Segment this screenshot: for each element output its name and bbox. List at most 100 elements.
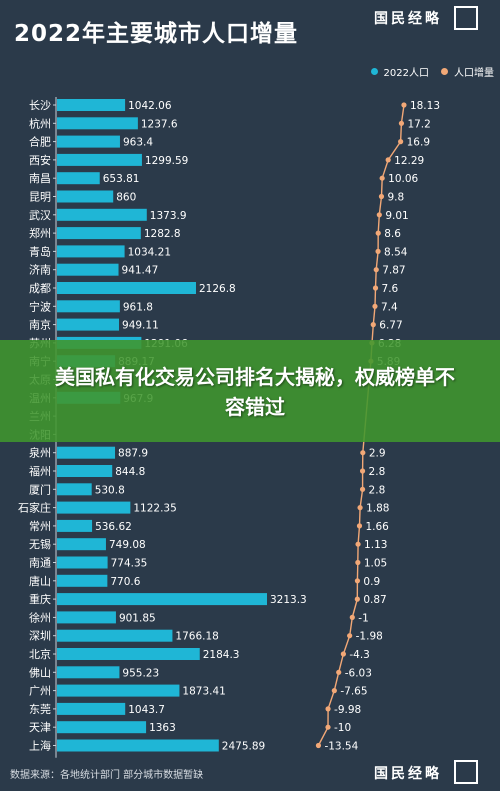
bar-value-label: 653.81 <box>103 173 140 185</box>
bar-value-label: 749.08 <box>109 539 146 551</box>
bar <box>57 245 125 258</box>
bar <box>57 501 131 514</box>
bar-value-label: 955.23 <box>122 667 159 679</box>
increment-value-label: -6.03 <box>345 667 372 679</box>
increment-value-label: 10.06 <box>388 173 418 185</box>
bar <box>57 574 108 587</box>
promo-banner[interactable] <box>0 340 500 442</box>
increment-point <box>372 303 378 309</box>
increment-value-label: 1.66 <box>365 521 389 533</box>
y-tick-label: 长沙 <box>29 99 51 112</box>
bar-value-label: 1237.6 <box>141 118 178 130</box>
increment-value-label: -1 <box>358 612 368 624</box>
bar <box>57 318 120 331</box>
increment-value-label: 1.13 <box>364 539 387 551</box>
increment-value-label: 1.05 <box>364 558 387 570</box>
increment-point <box>359 486 366 492</box>
chart-title: 2022年主要城市人口增量 <box>14 21 299 47</box>
increment-value-label: -10 <box>334 722 351 734</box>
increment-value-label: 2.9 <box>369 448 386 460</box>
increment-point <box>401 102 407 108</box>
bar <box>57 282 196 294</box>
bar <box>57 648 200 660</box>
bar <box>57 538 106 551</box>
increment-value-label: 17.2 <box>407 118 430 130</box>
y-tick-label: 西安 <box>29 153 51 167</box>
bar-value-label: 536.62 <box>95 521 132 533</box>
bar <box>57 702 126 715</box>
y-tick-label: 武汉 <box>29 209 51 222</box>
bar-value-label: 901.85 <box>119 612 156 624</box>
increment-point <box>356 523 363 529</box>
increment-value-label: 7.87 <box>382 265 405 277</box>
bar-value-label: 1766.18 <box>175 631 218 643</box>
increment-point <box>357 505 363 511</box>
increment-value-label: 12.29 <box>394 155 424 167</box>
y-tick-label: 郑州 <box>29 226 51 240</box>
bar-value-label: 1122.35 <box>133 503 176 515</box>
y-tick-label: 南京 <box>29 318 51 332</box>
bar <box>57 465 113 477</box>
increment-point <box>375 248 381 254</box>
increment-point <box>355 541 361 547</box>
y-tick-label: 宁波 <box>29 299 51 313</box>
y-tick-label: 福州 <box>29 464 51 478</box>
data-source: 数据来源：各地统计部门 部分城市数据暂缺 <box>10 770 204 781</box>
brand-logo-bottom: 国民经略 <box>374 766 442 782</box>
bar <box>57 153 142 166</box>
increment-point <box>398 120 405 126</box>
bar-value-label: 887.9 <box>118 448 148 460</box>
bar-value-label: 2475.89 <box>222 741 265 753</box>
increment-point <box>360 450 366 456</box>
bar-value-label: 860 <box>116 192 136 204</box>
y-tick-label: 佛山 <box>29 666 51 679</box>
increment-point <box>354 596 360 602</box>
y-tick-label: 常州 <box>29 520 51 533</box>
increment-value-label: -4.3 <box>349 649 370 661</box>
bar <box>57 172 100 185</box>
legend-bar-label: 2022人口 <box>383 68 429 79</box>
increment-point <box>373 267 379 273</box>
y-tick-label: 重庆 <box>29 592 51 606</box>
bar-value-label: 1042.06 <box>128 100 172 112</box>
bar <box>57 721 147 734</box>
y-tick-label: 成都 <box>29 282 51 295</box>
increment-value-label: 16.9 <box>407 137 430 149</box>
increment-value-label: 8.6 <box>384 228 401 240</box>
increment-point <box>359 468 366 474</box>
y-tick-label: 东莞 <box>29 703 51 716</box>
increment-point <box>372 285 379 291</box>
bar-value-label: 2184.3 <box>203 649 240 661</box>
increment-point <box>325 724 331 730</box>
increment-point <box>325 706 331 712</box>
bar-value-label: 770.6 <box>110 576 140 588</box>
bar-value-label: 2126.8 <box>199 283 236 295</box>
bar-value-label: 1363 <box>149 722 176 734</box>
bar-value-label: 1373.9 <box>150 210 187 222</box>
brand-seal-top-icon <box>454 6 478 30</box>
bar-value-label: 844.8 <box>115 466 145 478</box>
promo-banner-text[interactable]: 美国私有化交易公司排名大揭秘，权威榜单不容错过 <box>55 365 455 419</box>
bar-value-label: 941.47 <box>122 265 159 277</box>
increment-point <box>375 230 381 236</box>
bar <box>57 300 120 313</box>
increment-value-label: 2.8 <box>369 484 386 496</box>
increment-value-label: 18.13 <box>410 100 440 112</box>
y-tick-label: 杭州 <box>29 116 51 130</box>
bar <box>57 208 147 221</box>
increment-point <box>376 212 382 218</box>
bar <box>57 135 120 148</box>
y-tick-label: 无锡 <box>29 537 51 551</box>
y-tick-label: 南昌 <box>29 172 51 185</box>
y-tick-label: 北京 <box>29 647 51 661</box>
bar-value-label: 1299.59 <box>145 155 188 167</box>
y-tick-label: 深圳 <box>29 630 51 643</box>
increment-value-label: -13.54 <box>324 741 358 753</box>
increment-point <box>336 669 342 675</box>
y-tick-label: 徐州 <box>29 610 51 624</box>
legend-bar-swatch <box>370 68 378 75</box>
legend-line-label: 人口增量 <box>454 68 494 79</box>
increment-value-label: 9.01 <box>385 210 408 222</box>
bar <box>57 666 120 679</box>
